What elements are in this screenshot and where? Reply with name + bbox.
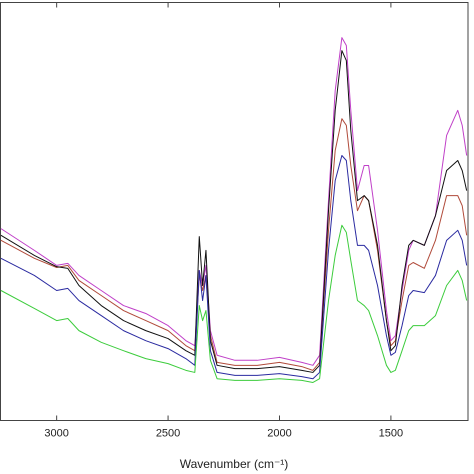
plot-frame: [0, 2, 469, 421]
x-tick-label: 2500: [156, 427, 180, 439]
x-tick-label: 1500: [379, 427, 403, 439]
x-tick-label: 3000: [44, 427, 68, 439]
spectrum-line: [0, 154, 468, 380]
x-axis-label: Wavenumber (cm⁻¹): [180, 457, 289, 471]
x-tick-label: 2000: [267, 427, 291, 439]
spectrum-line: [0, 50, 468, 373]
spectrum-line: [0, 37, 468, 366]
spectrum-line: [0, 224, 468, 383]
